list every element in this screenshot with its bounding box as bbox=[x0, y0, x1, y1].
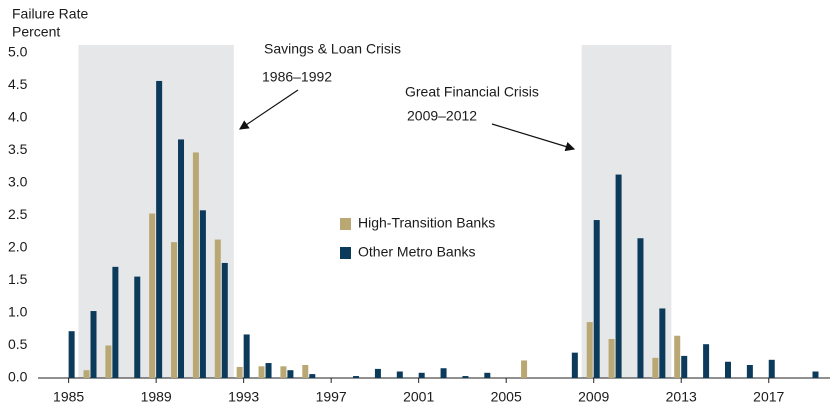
bar bbox=[287, 370, 294, 378]
bar bbox=[68, 331, 75, 378]
annotation-period: 2009–2012 bbox=[407, 108, 477, 124]
bar bbox=[571, 352, 578, 378]
y-tick-label: 4.5 bbox=[8, 76, 28, 92]
bar bbox=[484, 372, 491, 378]
bar bbox=[521, 360, 528, 378]
annotation: Savings & Loan Crisis bbox=[264, 41, 401, 57]
legend-label: High-Transition Banks bbox=[358, 215, 495, 231]
bar bbox=[83, 370, 90, 378]
y-tick-label: 4.0 bbox=[8, 109, 28, 125]
y-axis-label: Failure Rate bbox=[12, 6, 88, 22]
y-tick-label: 3.0 bbox=[8, 174, 28, 190]
x-tick-label: 2017 bbox=[753, 389, 784, 405]
y-tick-label: 3.5 bbox=[8, 141, 28, 157]
legend-label: Other Metro Banks bbox=[358, 244, 476, 260]
legend-swatch bbox=[340, 218, 351, 230]
arrow bbox=[491, 123, 576, 152]
bar bbox=[812, 371, 819, 378]
bar bbox=[280, 366, 287, 378]
bar bbox=[221, 262, 228, 378]
bar bbox=[681, 355, 688, 378]
bar bbox=[703, 344, 710, 378]
bar bbox=[309, 374, 316, 378]
bar bbox=[652, 357, 659, 378]
bar bbox=[149, 213, 156, 378]
bar bbox=[178, 139, 185, 378]
annotation: Great Financial Crisis bbox=[405, 84, 539, 100]
y-tick-label: 0.5 bbox=[8, 336, 28, 352]
bar bbox=[236, 366, 243, 378]
y-tick-label: 1.5 bbox=[8, 271, 28, 287]
y-tick-label: 1.0 bbox=[8, 304, 28, 320]
x-tick-label: 2013 bbox=[666, 389, 697, 405]
bar bbox=[615, 174, 622, 378]
bar bbox=[418, 372, 425, 378]
bar bbox=[112, 266, 119, 378]
legend-swatch bbox=[340, 247, 351, 259]
bar bbox=[586, 322, 593, 378]
bar bbox=[243, 334, 250, 378]
bar bbox=[192, 152, 199, 378]
x-tick-label: 2005 bbox=[491, 389, 522, 405]
bar bbox=[440, 368, 447, 378]
x-tick-label: 1985 bbox=[53, 389, 84, 405]
x-tick-label: 2009 bbox=[578, 389, 609, 405]
x-tick-label: 2001 bbox=[403, 389, 434, 405]
bar bbox=[396, 371, 403, 378]
bar bbox=[674, 335, 681, 378]
bar bbox=[593, 220, 600, 378]
x-tick-label: 1993 bbox=[228, 389, 259, 405]
y-tick-label: 0.0 bbox=[8, 369, 28, 385]
annotation-period: 1986–1992 bbox=[262, 69, 332, 85]
bar bbox=[302, 365, 309, 378]
bar bbox=[171, 242, 178, 378]
bar bbox=[353, 376, 360, 378]
bar bbox=[637, 238, 644, 378]
bar bbox=[659, 308, 666, 378]
y-axis-label: Percent bbox=[12, 24, 60, 40]
x-tick-label: 1997 bbox=[316, 389, 347, 405]
bar bbox=[768, 359, 775, 378]
bar bbox=[90, 311, 97, 378]
bar bbox=[746, 365, 753, 378]
bar bbox=[199, 210, 206, 378]
bar bbox=[105, 345, 112, 378]
y-tick-label: 2.5 bbox=[8, 206, 28, 222]
bar bbox=[724, 361, 731, 378]
x-tick-label: 1989 bbox=[141, 389, 172, 405]
bar bbox=[258, 366, 265, 378]
bar bbox=[265, 363, 272, 378]
bar bbox=[134, 276, 141, 378]
bar bbox=[374, 368, 381, 378]
bar bbox=[214, 239, 221, 378]
y-tick-label: 5.0 bbox=[8, 44, 28, 60]
arrow bbox=[239, 89, 299, 130]
bar bbox=[462, 376, 469, 378]
bar bbox=[156, 80, 163, 378]
bar bbox=[608, 339, 615, 378]
y-tick-label: 2.0 bbox=[8, 239, 28, 255]
